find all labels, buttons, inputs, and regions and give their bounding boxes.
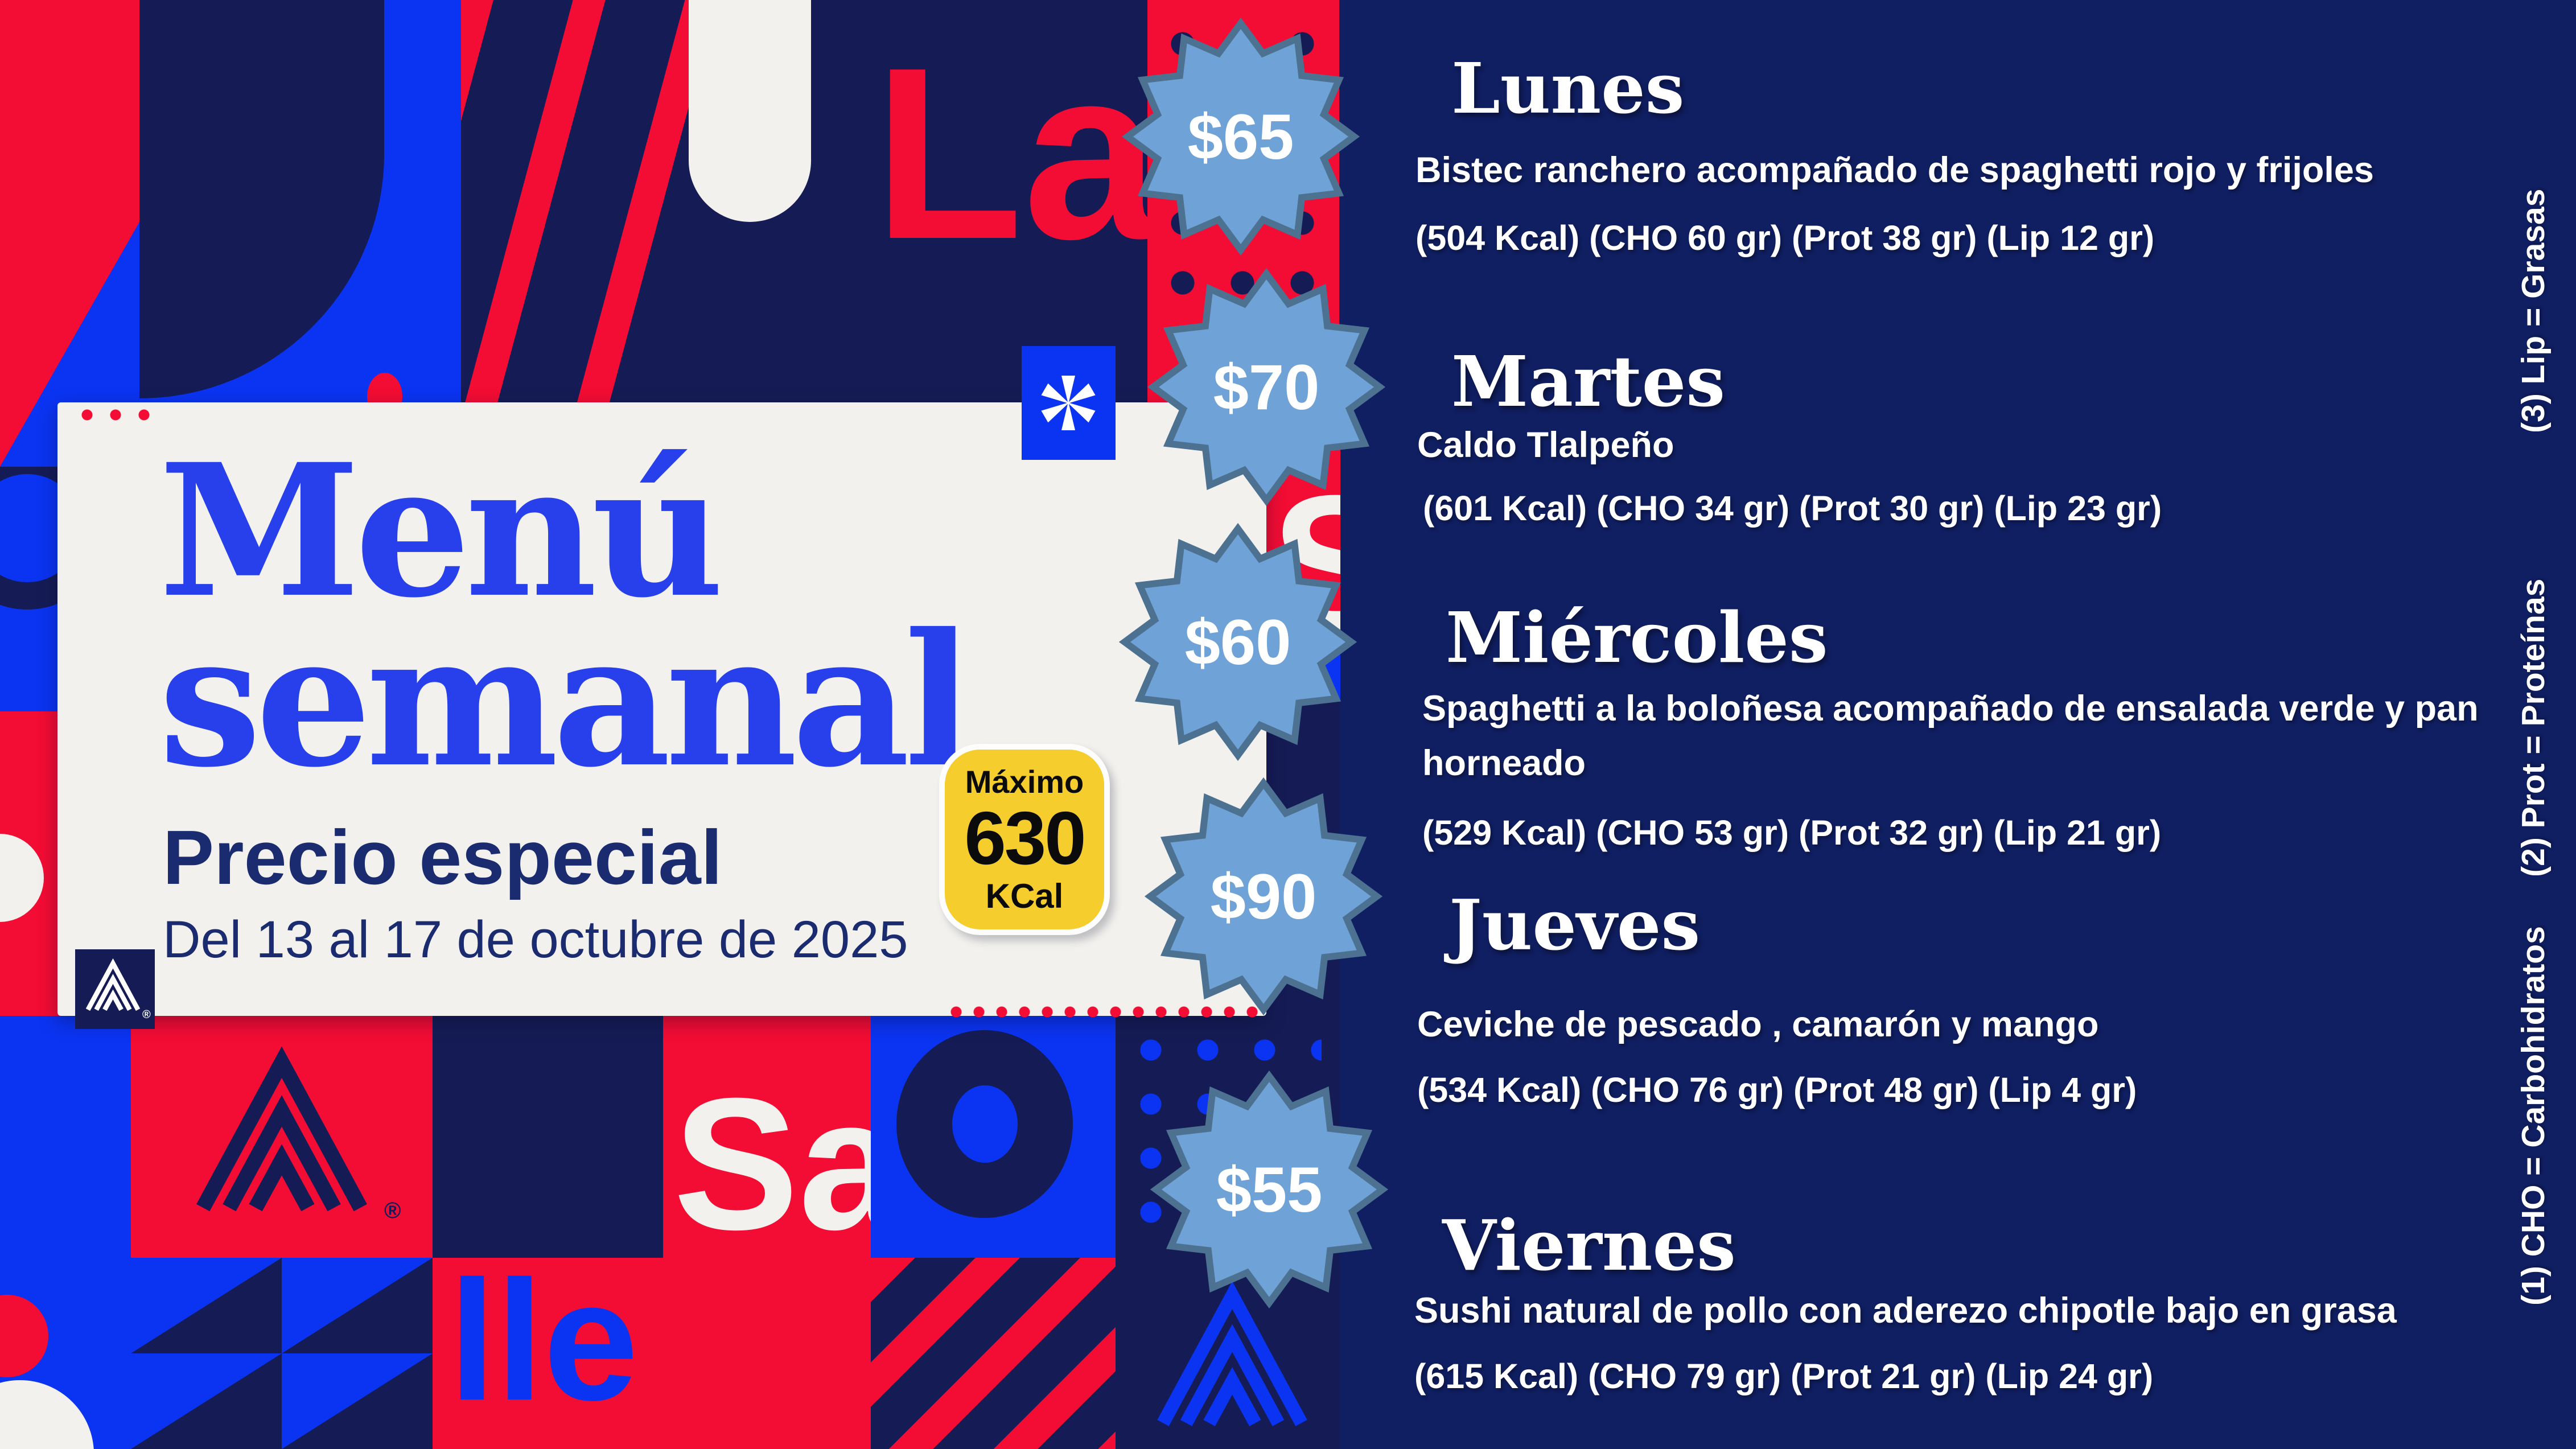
triangle-shape xyxy=(131,1258,282,1353)
brand-logo-chip: ® xyxy=(75,949,155,1029)
price-badge-martes: $70 xyxy=(1144,265,1389,509)
pattern-tile xyxy=(0,1016,131,1449)
triangles-tile xyxy=(131,1258,433,1449)
dish-lunes: Bistec ranchero acompañado de spaghetti … xyxy=(1415,150,2374,190)
starburst-icon xyxy=(1144,777,1383,1016)
price-label: $55 xyxy=(1216,1154,1323,1225)
asterisk-chip xyxy=(1022,346,1116,460)
price-label: $70 xyxy=(1213,351,1320,423)
poster-subtitle: Precio especial xyxy=(163,814,723,900)
nutrition-jueves: (534 Kcal) (CHO 76 gr) (Prot 48 gr) (Lip… xyxy=(1417,1071,2137,1109)
title-line-2: semanal xyxy=(159,594,973,808)
asterisk-icon xyxy=(1041,376,1096,430)
decor-dotted-line xyxy=(950,1006,1262,1018)
menu-card: Menú semanal Precio especial Del 13 al 17… xyxy=(57,402,1266,1029)
registered-mark: ® xyxy=(384,1198,401,1223)
starburst-icon xyxy=(1118,522,1357,761)
nutrition-viernes: (615 Kcal) (CHO 79 gr) (Prot 21 gr) (Lip… xyxy=(1414,1357,2154,1396)
kcal-badge-label: Máximo xyxy=(965,763,1084,800)
nutrition-lunes: (504 Kcal) (CHO 60 gr) (Prot 38 gr) (Lip… xyxy=(1415,219,2155,257)
price-badge-jueves: $90 xyxy=(1141,774,1386,1019)
triangle-shape xyxy=(131,1353,282,1449)
dish-viernes: Sushi natural de pollo con aderezo chipo… xyxy=(1414,1291,2397,1331)
price-badge-miercoles: $60 xyxy=(1116,520,1360,764)
starburst-icon xyxy=(1147,267,1386,507)
pattern-letter-tile: Sa xyxy=(663,1016,871,1449)
pattern-tile xyxy=(871,1016,1116,1258)
quarter-circle-shape xyxy=(139,0,384,398)
nutrition-miercoles: (529 Kcal) (CHO 53 gr) (Prot 32 gr) (Lip… xyxy=(1422,813,2162,852)
registered-mark: ® xyxy=(142,1008,151,1021)
price-label: $65 xyxy=(1187,101,1294,172)
kcal-badge-value: 630 xyxy=(964,796,1086,880)
kcal-badge-unit: KCal xyxy=(985,877,1064,916)
price-badge-lunes: $65 xyxy=(1118,14,1363,259)
day-name-martes: Martes xyxy=(1451,340,1726,422)
max-kcal-badge: Máximo 630 KCal xyxy=(939,744,1110,935)
starburst-icon xyxy=(1121,17,1360,256)
brand-logo-icon xyxy=(196,1046,367,1212)
day-name-miercoles: Miércoles xyxy=(1446,596,1828,678)
pattern-tile xyxy=(433,1016,663,1258)
nutrition-legend: (1) CHO = Carbohidratos (2) Prot = Prote… xyxy=(2515,189,2552,1306)
white-circle-shape xyxy=(0,1380,94,1449)
brand-logo-icon xyxy=(85,958,141,1011)
price-label: $60 xyxy=(1184,606,1291,678)
brand-logo-tile xyxy=(1116,1258,1339,1449)
legend-prot: (2) Prot = Proteínas xyxy=(2515,579,2552,878)
pattern-letter: lle xyxy=(448,1258,639,1436)
diagonal-stripes-tile xyxy=(461,0,689,467)
legend-cho: (1) CHO = Carbohidratos xyxy=(2515,926,2552,1306)
starburst-icon xyxy=(1150,1070,1389,1309)
date-range: Del 13 al 17 de octubre de 2025 xyxy=(163,911,908,969)
pattern-tile xyxy=(139,0,461,467)
day-name-jueves: Jueves xyxy=(1449,884,1701,966)
pattern-letter-tile: La xyxy=(811,0,1181,467)
triangle-shape xyxy=(282,1353,433,1449)
dish-jueves: Ceviche de pescado , camarón y mango xyxy=(1417,1005,2099,1044)
red-circle-shape xyxy=(0,1295,48,1377)
price-badge-viernes: $55 xyxy=(1147,1067,1392,1312)
pattern-tile xyxy=(689,0,811,222)
day-name-viernes: Viernes xyxy=(1442,1204,1736,1286)
poster-title: Menú semanal xyxy=(159,441,973,792)
triangle-shape xyxy=(282,1258,433,1353)
brand-logo-icon xyxy=(1157,1281,1307,1426)
day-name-lunes: Lunes xyxy=(1451,47,1685,129)
diagonal-stripes-tile xyxy=(871,1258,1116,1449)
price-label: $90 xyxy=(1210,861,1317,932)
half-circle-shape xyxy=(0,834,44,922)
pattern-letter-tile: lle xyxy=(433,1258,663,1449)
nutrition-martes: (601 Kcal) (CHO 34 gr) (Prot 30 gr) (Lip… xyxy=(1423,489,2162,528)
pattern-tile xyxy=(0,0,139,222)
dish-martes: Caldo Tlalpeño xyxy=(1417,425,1674,465)
title-line-1: Menú xyxy=(159,425,724,638)
pattern-letter: La xyxy=(874,17,1159,290)
decor-dots xyxy=(80,408,166,422)
pattern-letter: Sa xyxy=(673,1059,871,1269)
donut-inner-shape xyxy=(952,1085,1018,1163)
dish-miercoles: Spaghetti a la boloñesa acompañado de en… xyxy=(1422,689,2479,783)
brand-logo-tile: ® xyxy=(131,1016,433,1258)
legend-lip: (3) Lip = Grasas xyxy=(2515,189,2552,434)
